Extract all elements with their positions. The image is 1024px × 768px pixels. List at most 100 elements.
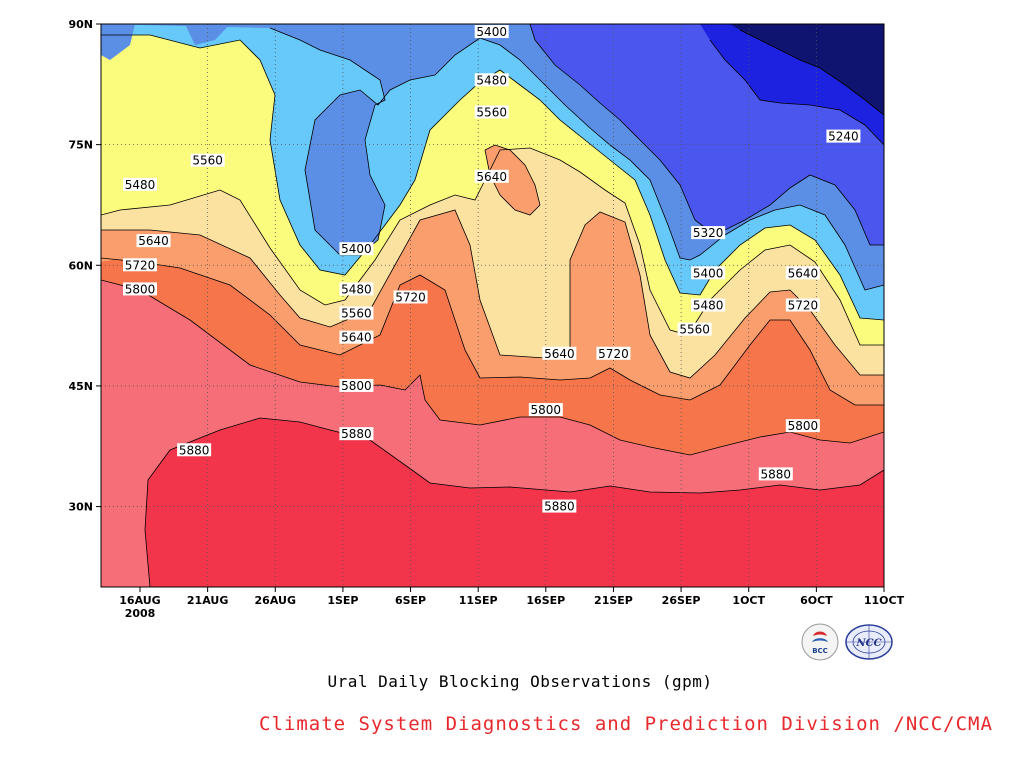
y-tick-label: 90N	[68, 18, 93, 31]
grid	[101, 24, 884, 587]
contour-label: 5880	[177, 443, 212, 457]
contour-label-text: 5880	[179, 443, 210, 457]
contour-label-bg	[758, 467, 793, 481]
contour-label-text: 5720	[125, 258, 156, 272]
contour-label-bg	[339, 282, 374, 296]
svg-text:BCC: BCC	[812, 647, 828, 655]
contour-label: 5400	[474, 25, 509, 39]
contour-label-text: 5720	[788, 299, 819, 313]
contour-label-bg	[339, 378, 374, 392]
contour-label-text: 5800	[531, 403, 562, 417]
contour-label: 5880	[758, 467, 793, 481]
x-tick-label: 6SEP	[395, 594, 426, 607]
contour-label: 5640	[785, 266, 820, 280]
contour-label-bg	[123, 282, 157, 296]
bcc-logo-icon: BCC	[800, 622, 840, 662]
contour-label: 5320	[691, 226, 726, 240]
contour-label-text: 5640	[788, 266, 819, 280]
plot-frame	[100, 23, 885, 588]
contour-label: 5480	[339, 282, 374, 296]
chart-caption-title: Ural Daily Blocking Observations (gpm)	[327, 672, 713, 691]
x-tick-label: 16AUG	[119, 594, 160, 607]
contour-label-text: 5480	[476, 73, 507, 87]
contour-label: 5240	[826, 129, 861, 144]
contour-label-bg	[826, 129, 861, 143]
contour-label-text: 5560	[192, 154, 223, 168]
contour-label: 5640	[339, 330, 374, 345]
y-tick-label: 75N	[68, 139, 93, 152]
contour-label-bg	[691, 266, 726, 280]
contour-label-text: 5560	[476, 105, 507, 119]
contour-label: 5800	[528, 403, 563, 417]
contour-label-text: 5400	[476, 25, 507, 39]
svg-text:NCC: NCC	[855, 638, 881, 649]
contour-label-bg	[123, 177, 157, 191]
contour-label-text: 5400	[693, 266, 724, 280]
contour-label-text: 5640	[544, 347, 575, 361]
contour-label-bg	[528, 403, 563, 417]
contour-label-text: 5480	[693, 299, 724, 313]
contour-label: 5560	[474, 105, 509, 119]
band-below-5240	[730, 24, 884, 115]
y-axis: 30N 45N 60N 75N 90N	[68, 18, 101, 514]
ncc-logo-icon: NCC	[844, 622, 894, 662]
contour-label-text: 5800	[341, 379, 372, 393]
contour-label: 5480	[691, 298, 726, 313]
band-right-edge-5400	[865, 190, 884, 240]
x-year-label: 2008	[125, 607, 156, 620]
chart-caption-source: Climate System Diagnostics and Predictio…	[259, 713, 993, 735]
contour-label-text: 5720	[395, 290, 426, 304]
band-5640-5720-blob	[485, 145, 540, 215]
contour-label-text: 5880	[761, 467, 792, 481]
contour-label: 5400	[691, 266, 726, 280]
x-tick-label: 1SEP	[327, 594, 358, 607]
contour-label-text: 5480	[341, 282, 372, 296]
contour-labels: 5400 5480 5560 5640 5240 5320 5400 5480 5560 5640…	[123, 25, 861, 514]
y-tick-label: 45N	[68, 380, 93, 393]
contour-label-bg	[190, 153, 225, 167]
x-tick-label: 21AUG	[187, 594, 228, 607]
contour-label: 5560	[339, 306, 374, 321]
contour-fill-layer	[101, 24, 884, 587]
band-5480-corner	[101, 24, 135, 60]
contour-label-text: 5720	[598, 347, 629, 361]
contour-label-bg	[393, 290, 428, 304]
contour-label-bg	[691, 298, 726, 312]
contour-label: 5880	[339, 427, 374, 441]
contour-label: 5720	[123, 258, 157, 272]
contour-label: 5640	[136, 234, 171, 248]
x-axis: 16AUG 21AUG 26AUG 1SEP 6SEP 11SEP 16SEP 21SEP 26…	[119, 587, 905, 607]
contour-label: 5640	[542, 346, 577, 361]
contour-label-text: 5560	[679, 323, 710, 337]
contour-label-bg	[691, 226, 726, 240]
contour-label: 5480	[123, 177, 157, 192]
contour-label-bg	[596, 346, 631, 360]
contour-line-layer	[101, 24, 884, 587]
y-tick-label: 60N	[68, 259, 93, 272]
contour-label-bg	[785, 298, 820, 312]
contour-label-text: 5800	[788, 419, 819, 433]
contour-label-text: 5800	[125, 282, 156, 296]
x-tick-label: 16SEP	[526, 594, 565, 607]
contour-label-bg	[474, 105, 509, 119]
contour-label-text: 5640	[476, 170, 507, 184]
contour-label: 5800	[123, 282, 157, 296]
contour-label-text: 5640	[138, 234, 169, 248]
contour-label-bg	[677, 322, 712, 336]
contour-label: 5880	[542, 499, 577, 514]
contour-label-text: 5320	[693, 226, 724, 240]
contour-label-bg	[474, 25, 509, 39]
x-tick-label: 21SEP	[594, 594, 633, 607]
x-tick-label: 11SEP	[459, 594, 498, 607]
contour-label-bg	[339, 427, 374, 441]
contour-label-text: 5880	[341, 427, 372, 441]
band-5480-top-blob	[185, 24, 230, 45]
contour-label-text: 5480	[125, 178, 156, 192]
contour-label-bg	[474, 73, 509, 87]
x-tick-label: 26SEP	[662, 594, 701, 607]
contour-label: 5640	[474, 169, 509, 184]
contour-label-bg	[785, 419, 820, 433]
contour-label-text: 5880	[544, 500, 575, 514]
contour-label-bg	[339, 242, 374, 256]
